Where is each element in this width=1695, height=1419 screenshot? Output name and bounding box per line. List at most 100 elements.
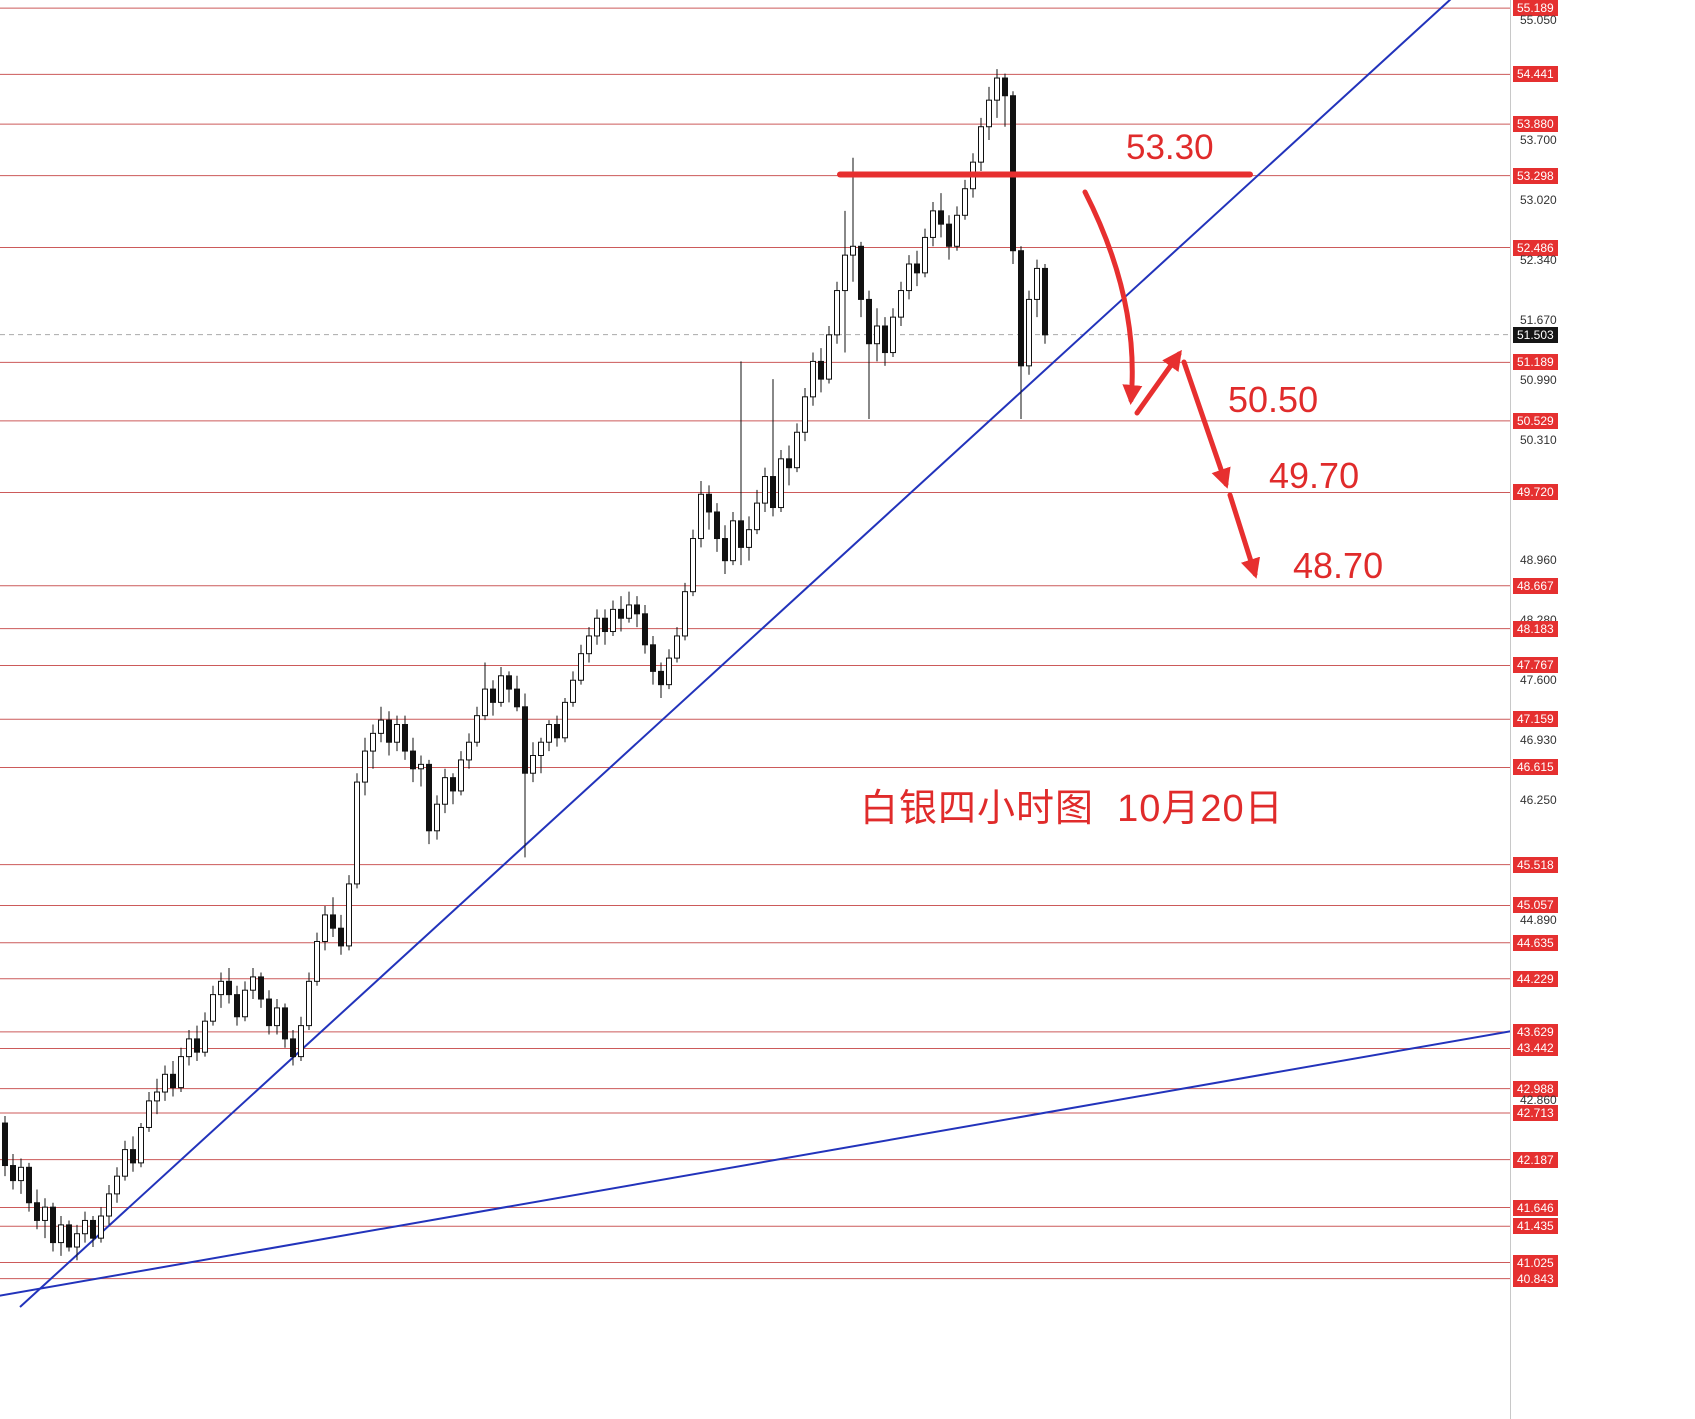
candle <box>66 1224 72 1248</box>
candle <box>922 236 928 274</box>
price-axis: 55.189 55.050 54.441 53.880 53.700 53.298 53.0… <box>1510 0 1695 1419</box>
candle <box>298 1025 304 1058</box>
candle <box>986 99 992 128</box>
axis-price-label: 52.486 <box>1513 239 1558 256</box>
candle <box>170 1073 176 1089</box>
candle <box>938 210 944 225</box>
axis-price-label: 41.435 <box>1513 1218 1558 1235</box>
candle <box>114 1175 120 1195</box>
axis-price-label: 42.860 <box>1520 1093 1557 1107</box>
forecast-arrow <box>1082 189 1143 405</box>
candle <box>914 263 920 274</box>
candle <box>546 724 552 743</box>
axis-price-label: 50.529 <box>1513 412 1558 429</box>
candle <box>858 245 864 300</box>
candle <box>466 741 472 761</box>
axis-price-label: 52.340 <box>1520 253 1557 268</box>
axis-price-label: 53.298 <box>1513 167 1558 184</box>
candle <box>1026 298 1032 367</box>
candle <box>498 675 504 703</box>
candle <box>162 1073 168 1093</box>
candle <box>474 715 480 743</box>
candle <box>586 635 592 655</box>
forecast-arrow <box>1227 492 1261 579</box>
axis-price-label: 43.442 <box>1513 1040 1558 1057</box>
candle <box>250 976 256 991</box>
candle <box>146 1100 152 1128</box>
axis-price-label: 46.930 <box>1520 732 1557 747</box>
candle <box>674 635 680 659</box>
candle <box>514 688 520 708</box>
candle <box>530 755 536 774</box>
candle <box>194 1038 200 1053</box>
candle <box>626 604 632 619</box>
axis-price-label: 44.229 <box>1513 970 1558 987</box>
candle <box>762 476 768 504</box>
target-label-49-70: 49.70 <box>1269 455 1360 496</box>
candle <box>978 126 984 163</box>
candle <box>138 1126 144 1164</box>
candle <box>954 214 960 247</box>
candle <box>18 1166 24 1182</box>
candle <box>418 763 424 770</box>
candle <box>314 940 320 982</box>
axis-price-label: 54.441 <box>1513 66 1558 83</box>
candle <box>154 1091 160 1102</box>
candle <box>2 1122 8 1167</box>
candle <box>554 724 560 739</box>
axis-price-label: 42.713 <box>1513 1105 1558 1122</box>
candle <box>290 1038 296 1058</box>
axis-price-label: 43.629 <box>1513 1023 1558 1040</box>
current-price-badge: 51.503 <box>1513 326 1558 343</box>
candle <box>778 458 784 509</box>
candle <box>866 298 872 345</box>
candle <box>242 989 248 1018</box>
candle <box>482 688 488 717</box>
candle <box>34 1202 40 1221</box>
candle <box>642 613 648 646</box>
candle <box>282 1007 288 1040</box>
candle <box>322 914 328 942</box>
candle <box>410 750 416 770</box>
price-chart-plot[interactable] <box>0 0 1510 1419</box>
axis-price-label: 50.310 <box>1520 433 1557 448</box>
candle <box>962 188 968 216</box>
candle <box>234 994 240 1018</box>
candle <box>562 701 568 739</box>
candle <box>386 719 392 743</box>
price-gridlines <box>0 7 1510 1280</box>
candle <box>82 1219 88 1235</box>
chart-title: 白银四小时图 10月20日 <box>860 788 1284 830</box>
candle <box>338 927 344 947</box>
candle <box>754 502 760 531</box>
candle <box>618 608 624 619</box>
axis-price-label: 50.990 <box>1520 373 1557 387</box>
candle <box>610 608 616 633</box>
candle <box>658 670 664 686</box>
candle <box>26 1166 32 1204</box>
candle <box>98 1215 104 1239</box>
candle <box>354 781 360 885</box>
candle <box>10 1165 16 1182</box>
candle <box>258 976 264 1000</box>
axis-price-label: 47.600 <box>1520 673 1557 688</box>
candle <box>402 724 408 752</box>
candle <box>106 1193 112 1217</box>
candle <box>274 1007 280 1027</box>
axis-price-label: 45.057 <box>1513 897 1558 914</box>
forecast-arrow <box>1134 349 1182 416</box>
candle <box>946 223 952 247</box>
candle <box>698 493 704 540</box>
candle <box>570 679 576 703</box>
candle <box>42 1206 48 1221</box>
candle <box>834 290 840 336</box>
candle <box>906 263 912 292</box>
candle <box>130 1149 136 1164</box>
axis-price-label: 51.189 <box>1513 354 1558 371</box>
candle <box>898 290 904 318</box>
candle <box>362 750 368 783</box>
axis-price-label: 51.670 <box>1520 312 1557 327</box>
candle <box>634 604 640 615</box>
candle <box>850 245 856 256</box>
